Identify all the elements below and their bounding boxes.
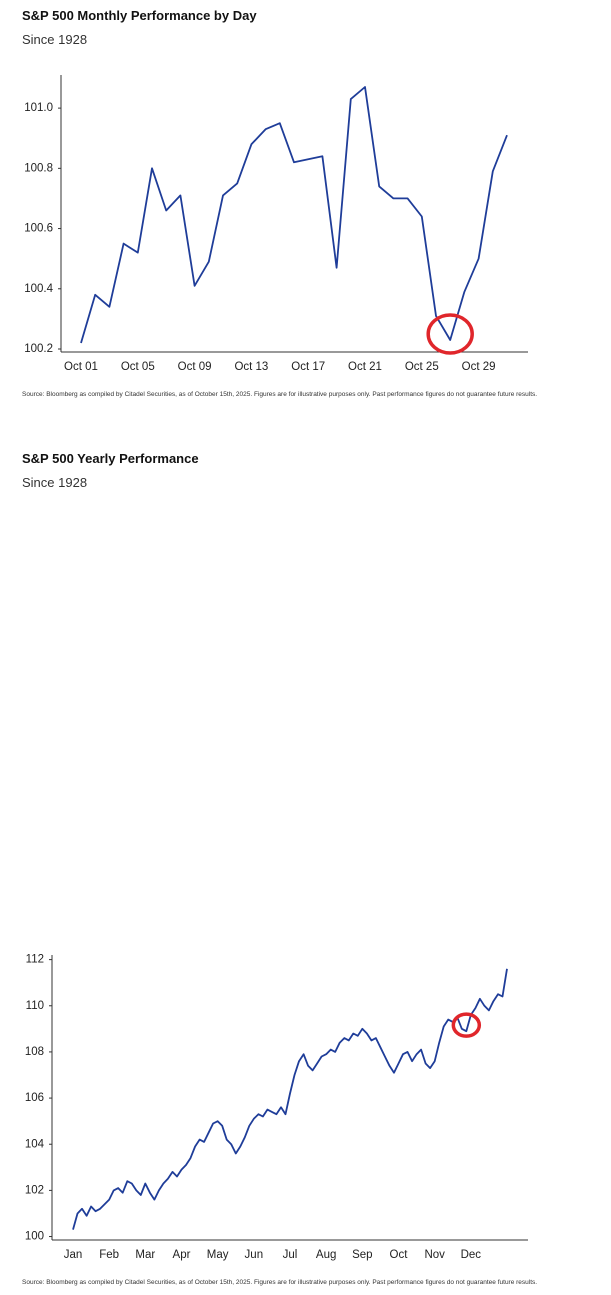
y-tick-label: 108 [25,1046,44,1058]
y-tick-label: 100.2 [24,343,53,355]
line-series [72,968,508,1230]
x-tick-label: Oct 05 [121,361,155,373]
x-tick-label: Oct 09 [178,361,212,373]
y-tick-label: 102 [25,1184,44,1196]
x-tick-label: Oct 29 [462,361,496,373]
x-tick-label: Mar [135,1249,155,1261]
y-tick-label: 101.0 [24,102,53,114]
y-tick-label: 100.8 [24,162,53,174]
x-tick-label: Aug [316,1249,336,1261]
x-tick-label: Feb [99,1249,119,1261]
x-tick-label: Oct 01 [64,361,98,373]
chart-title: S&P 500 Yearly Performance [22,451,199,466]
x-tick-label: Jun [245,1249,264,1261]
x-tick-label: Nov [424,1249,445,1261]
highlight-circle [451,1012,482,1038]
y-tick-label: 112 [26,954,44,966]
x-tick-label: Sep [352,1249,372,1261]
chart: 100.2 100.4 100.6 100.8 101.0 Oct 01 Oct 05 Oct… [24,75,528,373]
y-tick-label: 110 [26,1000,44,1012]
x-tick-label: Apr [173,1249,191,1261]
y-tick-label: 100.4 [24,283,53,295]
source-note: Source: Bloomberg as compiled by Citadel… [22,391,538,398]
x-tick-label: Oct 17 [291,361,325,373]
x-tick-label: Oct [390,1249,409,1261]
y-tick-label: 104 [25,1138,45,1150]
y-tick-label: 100.6 [24,223,53,235]
x-tick-label: Jan [64,1249,83,1261]
line-series [80,86,508,344]
y-tick-label: 106 [25,1092,44,1104]
chart: 100 102 104 106 108 110 112 Jan Feb Mar Apr May Jun J… [25,954,528,1261]
chart-subtitle: Since 1928 [22,32,88,47]
x-tick-label: May [207,1249,229,1261]
chart-title: S&P 500 Monthly Performance by Day [22,8,257,23]
page: {"chart_data": [ {"type": "line", "title… [22,8,538,1286]
x-tick-label: Oct 25 [405,361,439,373]
x-tick-label: Oct 21 [348,361,382,373]
highlight-circle [426,313,474,355]
chart-subtitle: Since 1928 [22,475,88,490]
x-tick-label: Dec [461,1249,482,1261]
y-tick-label: 100 [25,1231,44,1243]
source-note: Source: Bloomberg as compiled by Citadel… [22,1279,538,1286]
x-tick-label: Jul [283,1249,298,1261]
x-tick-label: Oct 13 [234,361,268,373]
